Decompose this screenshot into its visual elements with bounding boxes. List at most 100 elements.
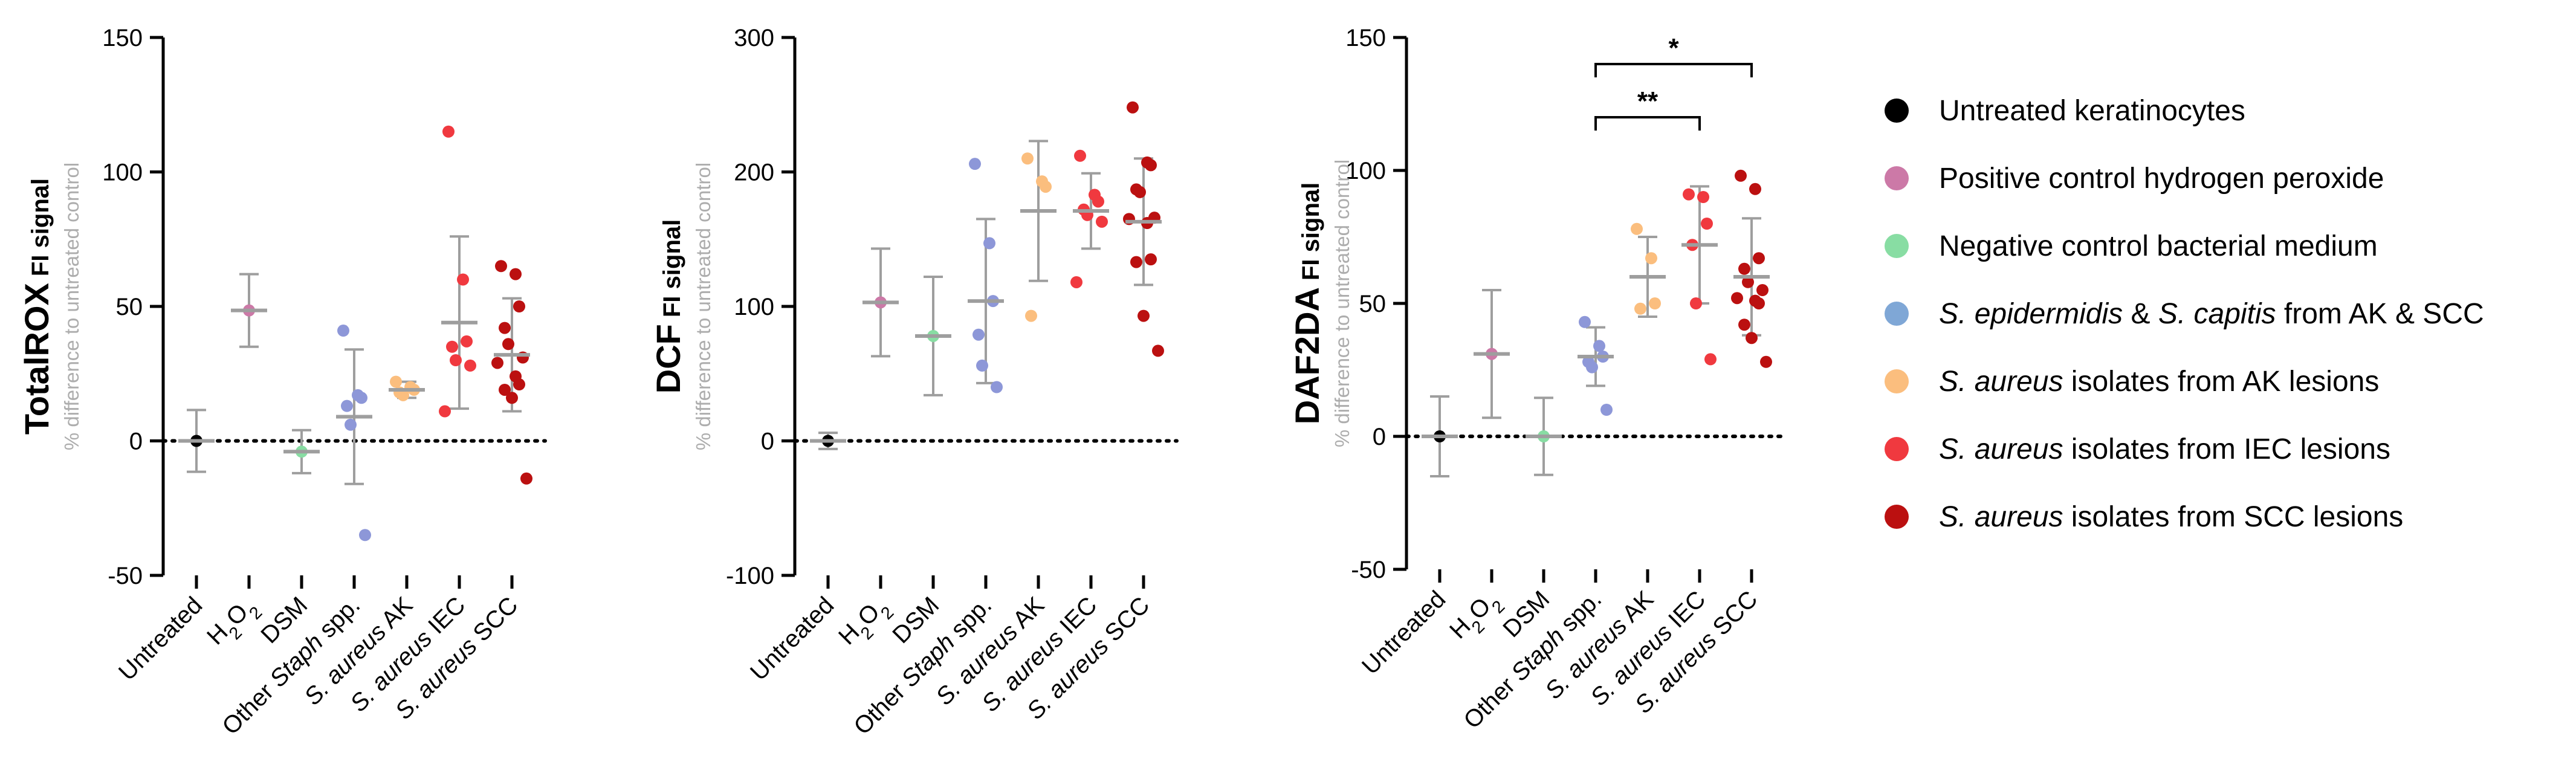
data-point xyxy=(341,399,353,412)
text-part: Other xyxy=(849,673,915,740)
y-axis-title-suffix: FI signal xyxy=(659,219,685,324)
x-tick-label-h2o2: H2O2 xyxy=(202,592,266,656)
text-part: Other xyxy=(1458,667,1525,734)
series-scc xyxy=(1123,101,1164,357)
data-point xyxy=(510,268,522,280)
data-point xyxy=(1697,191,1709,203)
data-point xyxy=(397,389,409,401)
y-axis-subtitle: % difference to untreated control xyxy=(1331,160,1353,447)
data-point xyxy=(1145,159,1157,172)
data-point xyxy=(442,125,455,138)
significance-bracket: ** xyxy=(1594,86,1701,131)
data-point xyxy=(457,273,469,286)
data-point xyxy=(337,325,349,337)
y-axis-subtitle: % difference to untreated control xyxy=(692,163,714,450)
y-tick-label: -100 xyxy=(726,563,774,589)
legend-label: S. aureus isolates from IEC lesions xyxy=(1939,433,2390,465)
data-point xyxy=(1021,152,1034,165)
series-h2o2 xyxy=(862,247,899,358)
y-axis-title-suffix: FI signal xyxy=(1298,183,1324,287)
data-point xyxy=(969,158,981,170)
data-point xyxy=(1753,297,1765,309)
legend-item-scc: S. aureus isolates from SCC lesions xyxy=(1885,501,2403,533)
data-point xyxy=(983,237,995,250)
data-point xyxy=(1634,302,1646,315)
data-point xyxy=(1579,315,1591,328)
y-axis-title: DCF FI signal xyxy=(649,219,687,393)
data-point xyxy=(1738,262,1750,275)
y-tick-label: 0 xyxy=(129,429,143,455)
y-axis-title: DAF2DA FI signal xyxy=(1288,183,1326,424)
legend-marker xyxy=(1885,234,1909,258)
data-point xyxy=(1701,218,1713,230)
data-point xyxy=(450,354,462,366)
data-point xyxy=(1704,353,1717,366)
text-part: isolates from IEC lesions xyxy=(2063,433,2390,465)
text-part: S. aureus xyxy=(1939,366,2063,398)
y-tick-label: 100 xyxy=(1345,158,1386,184)
text-part: Untreated keratinocytes xyxy=(1939,95,2245,127)
data-point xyxy=(461,335,473,348)
data-point xyxy=(1040,180,1052,193)
data-point xyxy=(491,357,503,369)
y-tick-label: 0 xyxy=(1373,424,1386,450)
data-point xyxy=(499,322,511,334)
legend-label: S. aureus isolates from SCC lesions xyxy=(1939,501,2403,533)
text-part: O xyxy=(853,599,885,631)
text-part: Untreated xyxy=(1357,586,1451,679)
series-dsm xyxy=(915,276,951,396)
text-part: O xyxy=(221,599,253,631)
series-untreated xyxy=(1422,395,1458,477)
data-point xyxy=(446,340,458,353)
data-point xyxy=(1731,292,1743,305)
text-part: S. aureus xyxy=(1939,501,2063,533)
series-ak xyxy=(1629,222,1666,318)
y-axis-subtitle: % difference to untreated control xyxy=(60,163,83,450)
series-ak xyxy=(389,375,425,401)
data-point xyxy=(1127,101,1139,114)
series-staph xyxy=(336,325,372,542)
legend: Untreated keratinocytes Positive control … xyxy=(1885,95,2484,533)
text-part: H xyxy=(833,619,865,650)
data-point xyxy=(1593,340,1605,352)
data-point xyxy=(1145,253,1157,266)
data-point xyxy=(1749,183,1761,195)
legend-marker xyxy=(1885,505,1909,529)
data-point xyxy=(1753,252,1765,265)
data-point xyxy=(520,472,532,485)
data-point xyxy=(1649,297,1661,309)
x-tick-label-untreated: Untreated xyxy=(1357,586,1451,679)
data-point xyxy=(1735,169,1747,182)
data-point xyxy=(1738,319,1750,331)
series-staph xyxy=(1578,315,1614,416)
data-point xyxy=(976,359,988,372)
text-part: Untreated xyxy=(745,592,839,685)
data-point xyxy=(1631,222,1643,235)
data-point xyxy=(1025,309,1037,322)
text-part: S. epidermidis xyxy=(1939,298,2123,330)
series-scc xyxy=(491,260,532,485)
text-part: Untreated xyxy=(114,592,207,685)
y-tick-label: 100 xyxy=(734,294,774,320)
series-scc xyxy=(1731,169,1772,368)
data-point xyxy=(1138,309,1150,322)
data-point xyxy=(1742,276,1754,288)
y-tick-label: 50 xyxy=(1359,291,1387,317)
series-iec xyxy=(439,125,477,418)
y-tick-label: 300 xyxy=(734,25,774,51)
bracket-line xyxy=(1594,116,1701,131)
y-axis-title-main: DAF2DA xyxy=(1288,287,1326,424)
data-point xyxy=(1683,188,1695,201)
data-point xyxy=(1746,332,1758,344)
significance-stars: * xyxy=(1668,33,1679,63)
data-point xyxy=(499,383,511,396)
y-tick-label: 150 xyxy=(102,25,143,51)
data-point xyxy=(1074,149,1086,162)
data-point xyxy=(1760,355,1772,368)
data-point xyxy=(439,405,451,418)
legend-label: S. aureus isolates from AK lesions xyxy=(1939,366,2379,398)
legend-item-ak: S. aureus isolates from AK lesions xyxy=(1885,366,2379,398)
data-point xyxy=(1130,256,1142,268)
